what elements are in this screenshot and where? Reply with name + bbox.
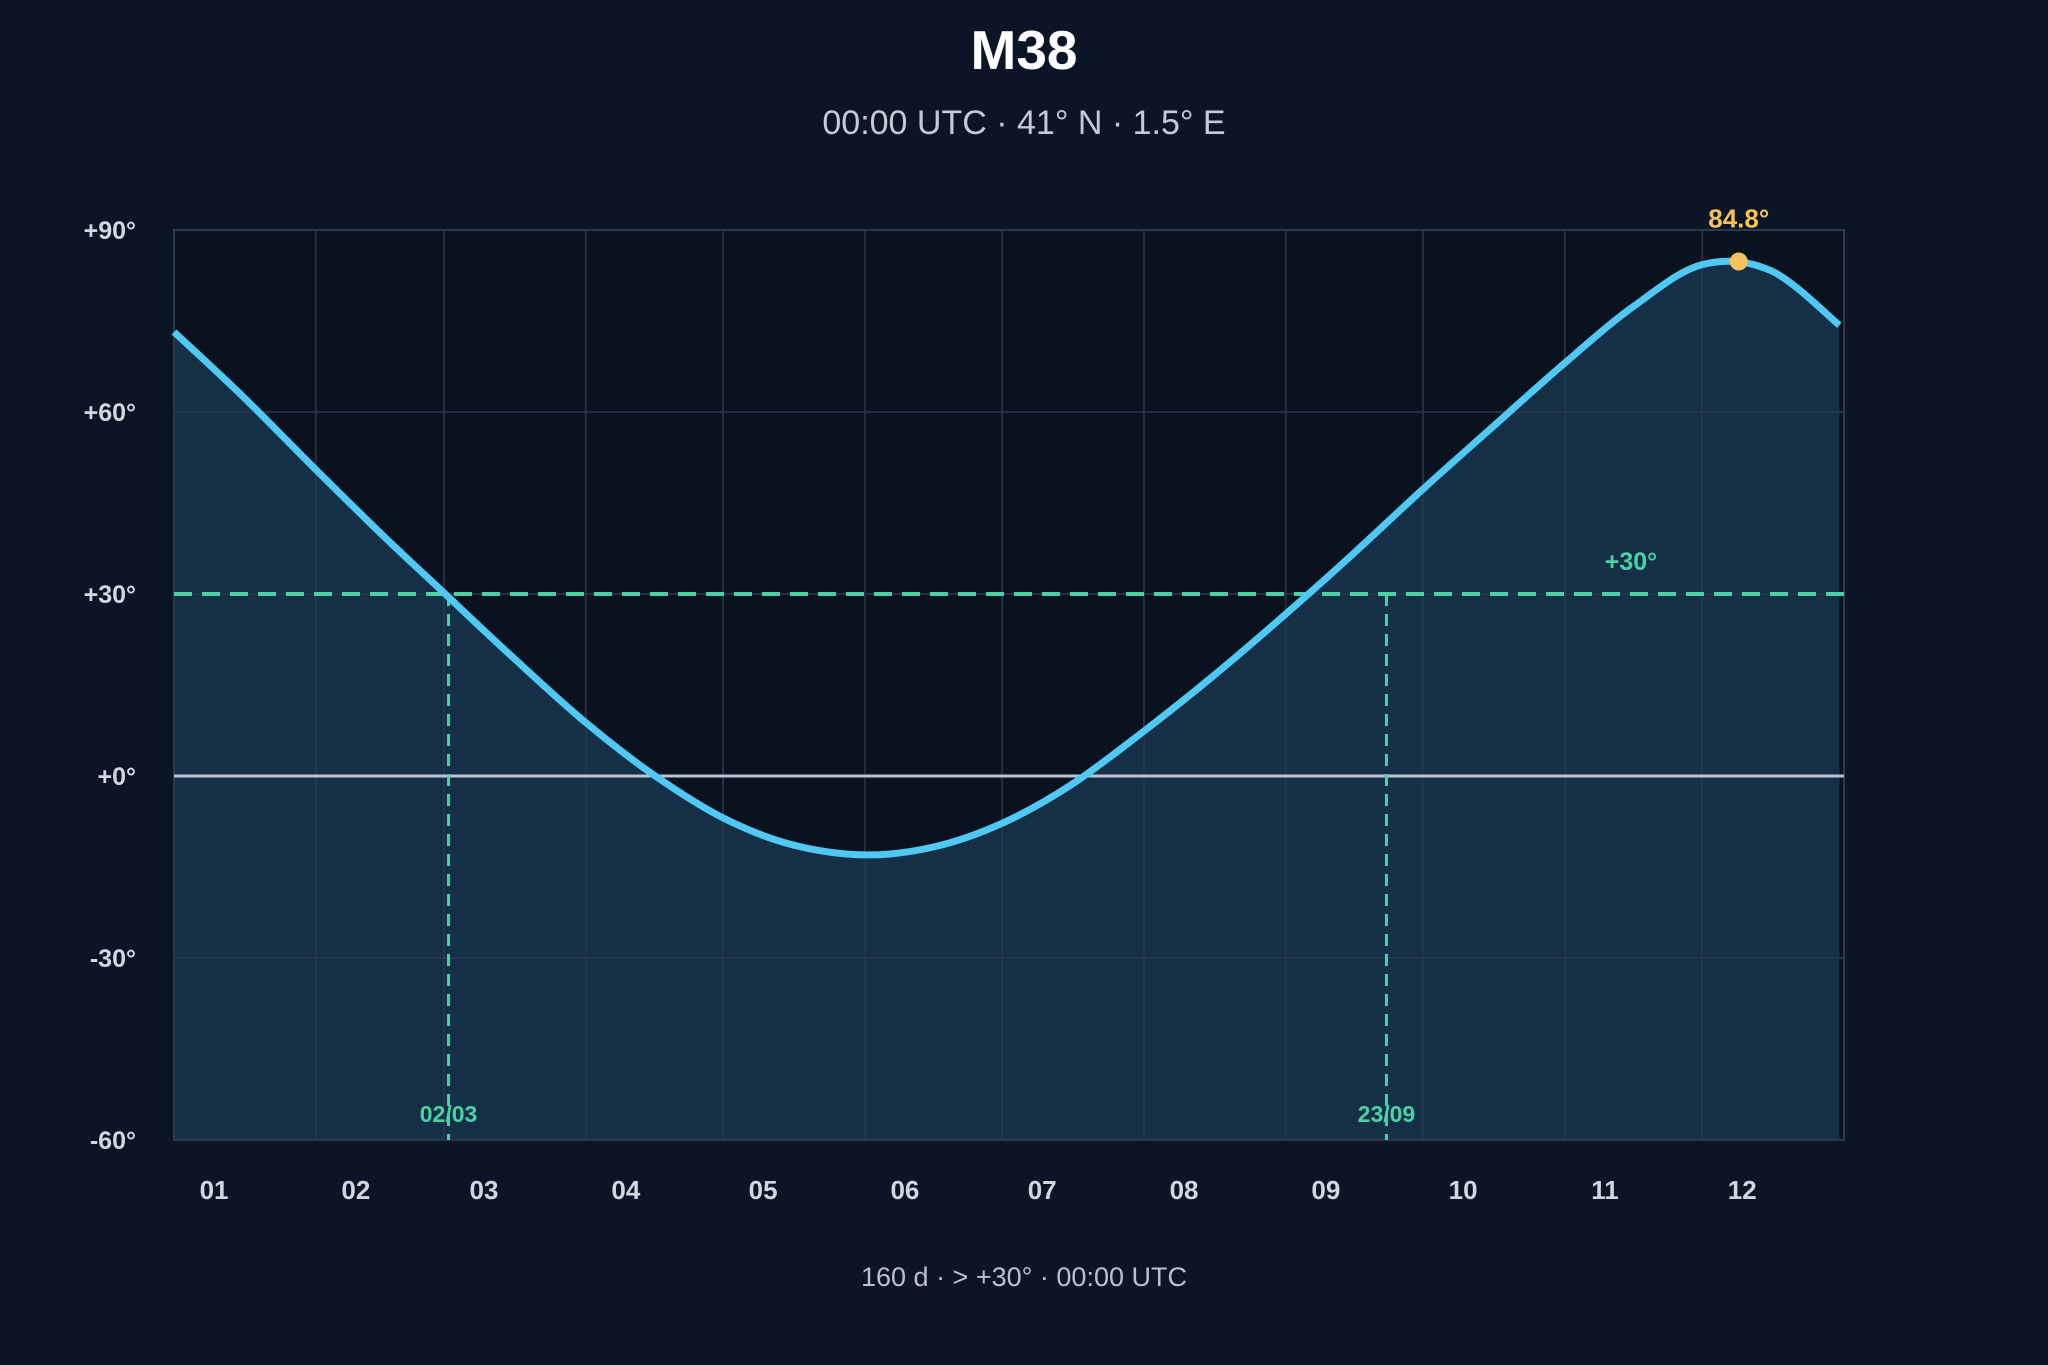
x-tick-label: 05 <box>749 1175 778 1205</box>
y-tick-label: +0° <box>97 763 136 791</box>
y-tick-label: +60° <box>84 399 136 427</box>
altitude-curve <box>171 257 1842 859</box>
peak-point <box>1729 252 1748 271</box>
threshold-label: +30° <box>1605 548 1657 576</box>
y-tick-label: +30° <box>84 581 136 609</box>
chart-title: M38 <box>970 19 1078 81</box>
x-tick-label: 03 <box>470 1175 499 1205</box>
plot-frame <box>173 229 1845 1141</box>
x-tick-label: 01 <box>200 1175 229 1205</box>
y-tick-label: -30° <box>90 945 136 973</box>
x-tick-label: 10 <box>1449 1175 1478 1205</box>
y-tick-label: +90° <box>84 217 136 245</box>
y-tick-label: -60° <box>90 1127 136 1155</box>
x-tick-label: 07 <box>1028 1175 1057 1205</box>
crossing-date-label: 23/09 <box>1358 1101 1416 1127</box>
x-tick-label: 09 <box>1311 1175 1340 1205</box>
x-tick-label: 12 <box>1728 1175 1757 1205</box>
chart-subtitle: 00:00 UTC · 41° N · 1.5° E <box>822 104 1226 142</box>
chart-footnote: 160 d · > +30° · 00:00 UTC <box>861 1262 1187 1292</box>
x-tick-label: 11 <box>1591 1175 1619 1205</box>
x-tick-label: 04 <box>611 1175 640 1205</box>
peak-label: 84.8° <box>1708 204 1769 234</box>
x-tick-label: 06 <box>890 1175 919 1205</box>
crossing-date-label: 02/03 <box>420 1101 478 1127</box>
x-tick-label: 08 <box>1170 1175 1199 1205</box>
x-tick-label: 02 <box>341 1175 370 1205</box>
